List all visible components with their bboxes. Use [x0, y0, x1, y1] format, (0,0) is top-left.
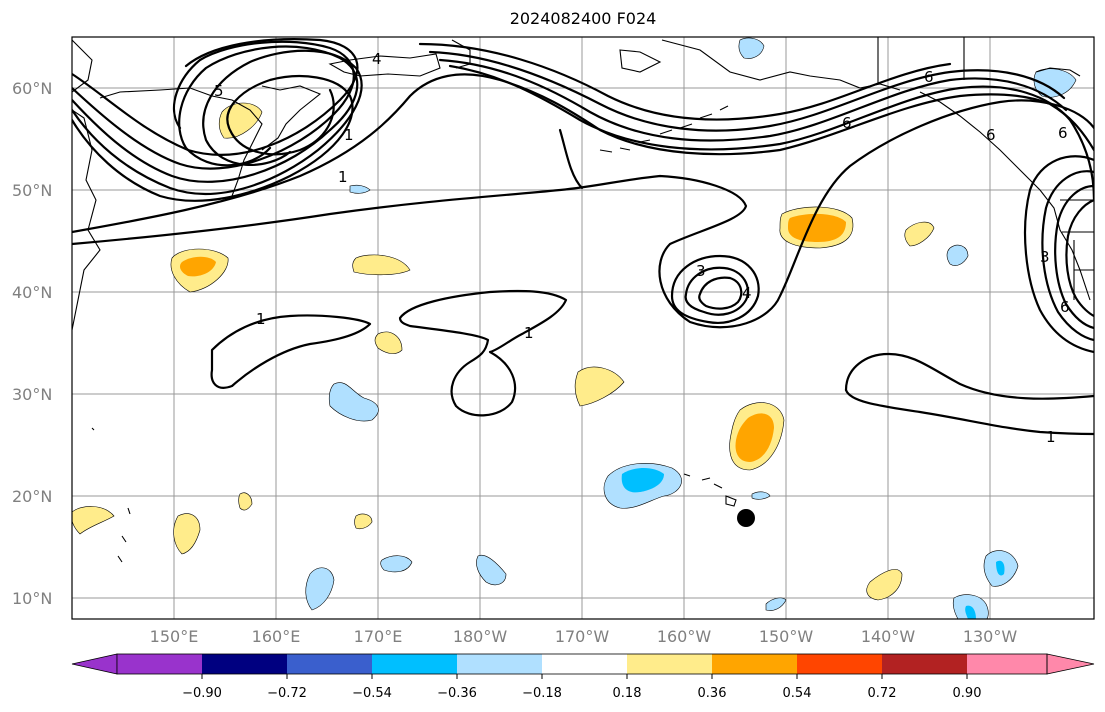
negative-anomaly-patch — [349, 184, 371, 194]
contour-label: 1 — [344, 126, 354, 144]
negative-anomaly-patch — [621, 468, 664, 493]
colorbar-extend-high — [1046, 653, 1095, 675]
negative-anomaly-patch — [965, 605, 976, 619]
negative-anomaly-patch — [380, 555, 413, 573]
lon-label: 150°W — [759, 627, 814, 646]
colorbar-segment — [202, 654, 287, 674]
colorbar-segment — [542, 654, 627, 674]
map-frame — [71, 36, 1095, 620]
negative-anomaly-patch — [946, 244, 969, 266]
colorbar-segment — [457, 654, 542, 674]
contour-label: 4 — [742, 284, 752, 302]
colorbar-tick-label: 0.90 — [953, 686, 982, 701]
contour-label: 6 — [1060, 298, 1070, 316]
positive-anomaly-patch — [574, 366, 625, 407]
negative-anomaly-patch — [996, 560, 1005, 576]
colorbar-segment — [797, 654, 882, 674]
colorbar-tick-label: 0.54 — [783, 686, 812, 701]
positive-anomaly-patch — [352, 254, 411, 276]
lon-label: 180°W — [453, 627, 508, 646]
colorbar-tick-label: −0.54 — [352, 686, 392, 701]
positive-anomaly-patch — [238, 492, 253, 511]
colorbar-tick-label: 0.72 — [868, 686, 897, 701]
negative-anomaly-patch — [305, 567, 335, 611]
colorbar-segment — [967, 654, 1047, 674]
positive-anomaly-patch — [374, 331, 403, 354]
colorbar-tick-label: −0.72 — [267, 686, 307, 701]
contour-label: 6 — [842, 114, 852, 132]
lon-label: 170°W — [555, 627, 610, 646]
longitude-labels: 150°E 160°E 170°E 180°W 170°W 160°W 150°… — [150, 627, 1018, 646]
lon-label: 140°W — [861, 627, 916, 646]
negative-anomaly-patch — [328, 382, 379, 422]
colorbar-segment — [287, 654, 372, 674]
shaded-anomalies — [72, 37, 1077, 619]
positive-anomaly-patch — [173, 513, 201, 555]
positive-anomaly-patch — [735, 413, 774, 462]
colorbar-tick-label: −0.90 — [182, 686, 222, 701]
negative-anomaly-patch — [738, 37, 765, 59]
lat-label: 10°N — [12, 589, 52, 608]
lat-label: 20°N — [12, 487, 52, 506]
map-title: 2024082400 F024 — [509, 9, 657, 28]
contour-lines — [72, 38, 1094, 436]
contour-label: 6 — [1058, 124, 1068, 142]
positive-anomaly-patch — [72, 506, 115, 535]
colorbar-extend-low — [71, 653, 118, 675]
colorbar-segment — [627, 654, 712, 674]
colorbar: −0.90 −0.72 −0.54 −0.36 −0.18 0.18 0.36 … — [71, 653, 1095, 701]
lon-label: 130°W — [963, 627, 1018, 646]
negative-anomaly-patch — [476, 554, 507, 586]
colorbar-segment — [117, 654, 202, 674]
colorbar-segment — [372, 654, 457, 674]
contour-labels: 4 5 1 1 1 1 6 6 6 3 4 1 3 6 6 — [214, 50, 1070, 446]
lon-label: 160°E — [252, 627, 301, 646]
latitude-labels: 60°N 50°N 40°N 30°N 20°N 10°N — [12, 79, 52, 608]
contour-label: 5 — [214, 82, 224, 100]
positive-anomaly-patch — [354, 513, 373, 530]
lon-label: 170°E — [354, 627, 403, 646]
colorbar-tick-label: −0.36 — [437, 686, 477, 701]
colorbar-tick-label: 0.18 — [613, 686, 642, 701]
contour-label: 1 — [338, 168, 348, 186]
positive-anomaly-patch — [180, 256, 216, 277]
positive-anomaly-patch — [904, 221, 935, 247]
positive-anomaly-patch — [866, 569, 903, 601]
contour-label: 4 — [372, 50, 382, 68]
colorbar-segment — [882, 654, 967, 674]
contour-label: 6 — [924, 68, 934, 86]
colorbar-segment — [712, 654, 797, 674]
negative-anomaly-patch — [765, 597, 787, 611]
colorbar-tick-label: −0.18 — [522, 686, 562, 701]
contour-label: 3 — [1040, 248, 1050, 266]
gridlines — [72, 37, 1094, 619]
colorbar-tick-label: 0.36 — [698, 686, 727, 701]
lat-label: 60°N — [12, 79, 52, 98]
lon-label: 150°E — [150, 627, 199, 646]
contour-label: 1 — [524, 324, 534, 342]
contour-label: 3 — [696, 262, 706, 280]
location-marker — [737, 509, 755, 527]
lat-label: 40°N — [12, 283, 52, 302]
negative-anomaly-patch — [751, 491, 771, 500]
lat-label: 30°N — [12, 385, 52, 404]
lon-label: 160°W — [657, 627, 712, 646]
contour-label: 1 — [1046, 428, 1056, 446]
positive-anomaly-patch — [788, 213, 846, 242]
contour-label: 1 — [256, 310, 266, 328]
lat-label: 50°N — [12, 181, 52, 200]
contour-label: 6 — [986, 126, 996, 144]
